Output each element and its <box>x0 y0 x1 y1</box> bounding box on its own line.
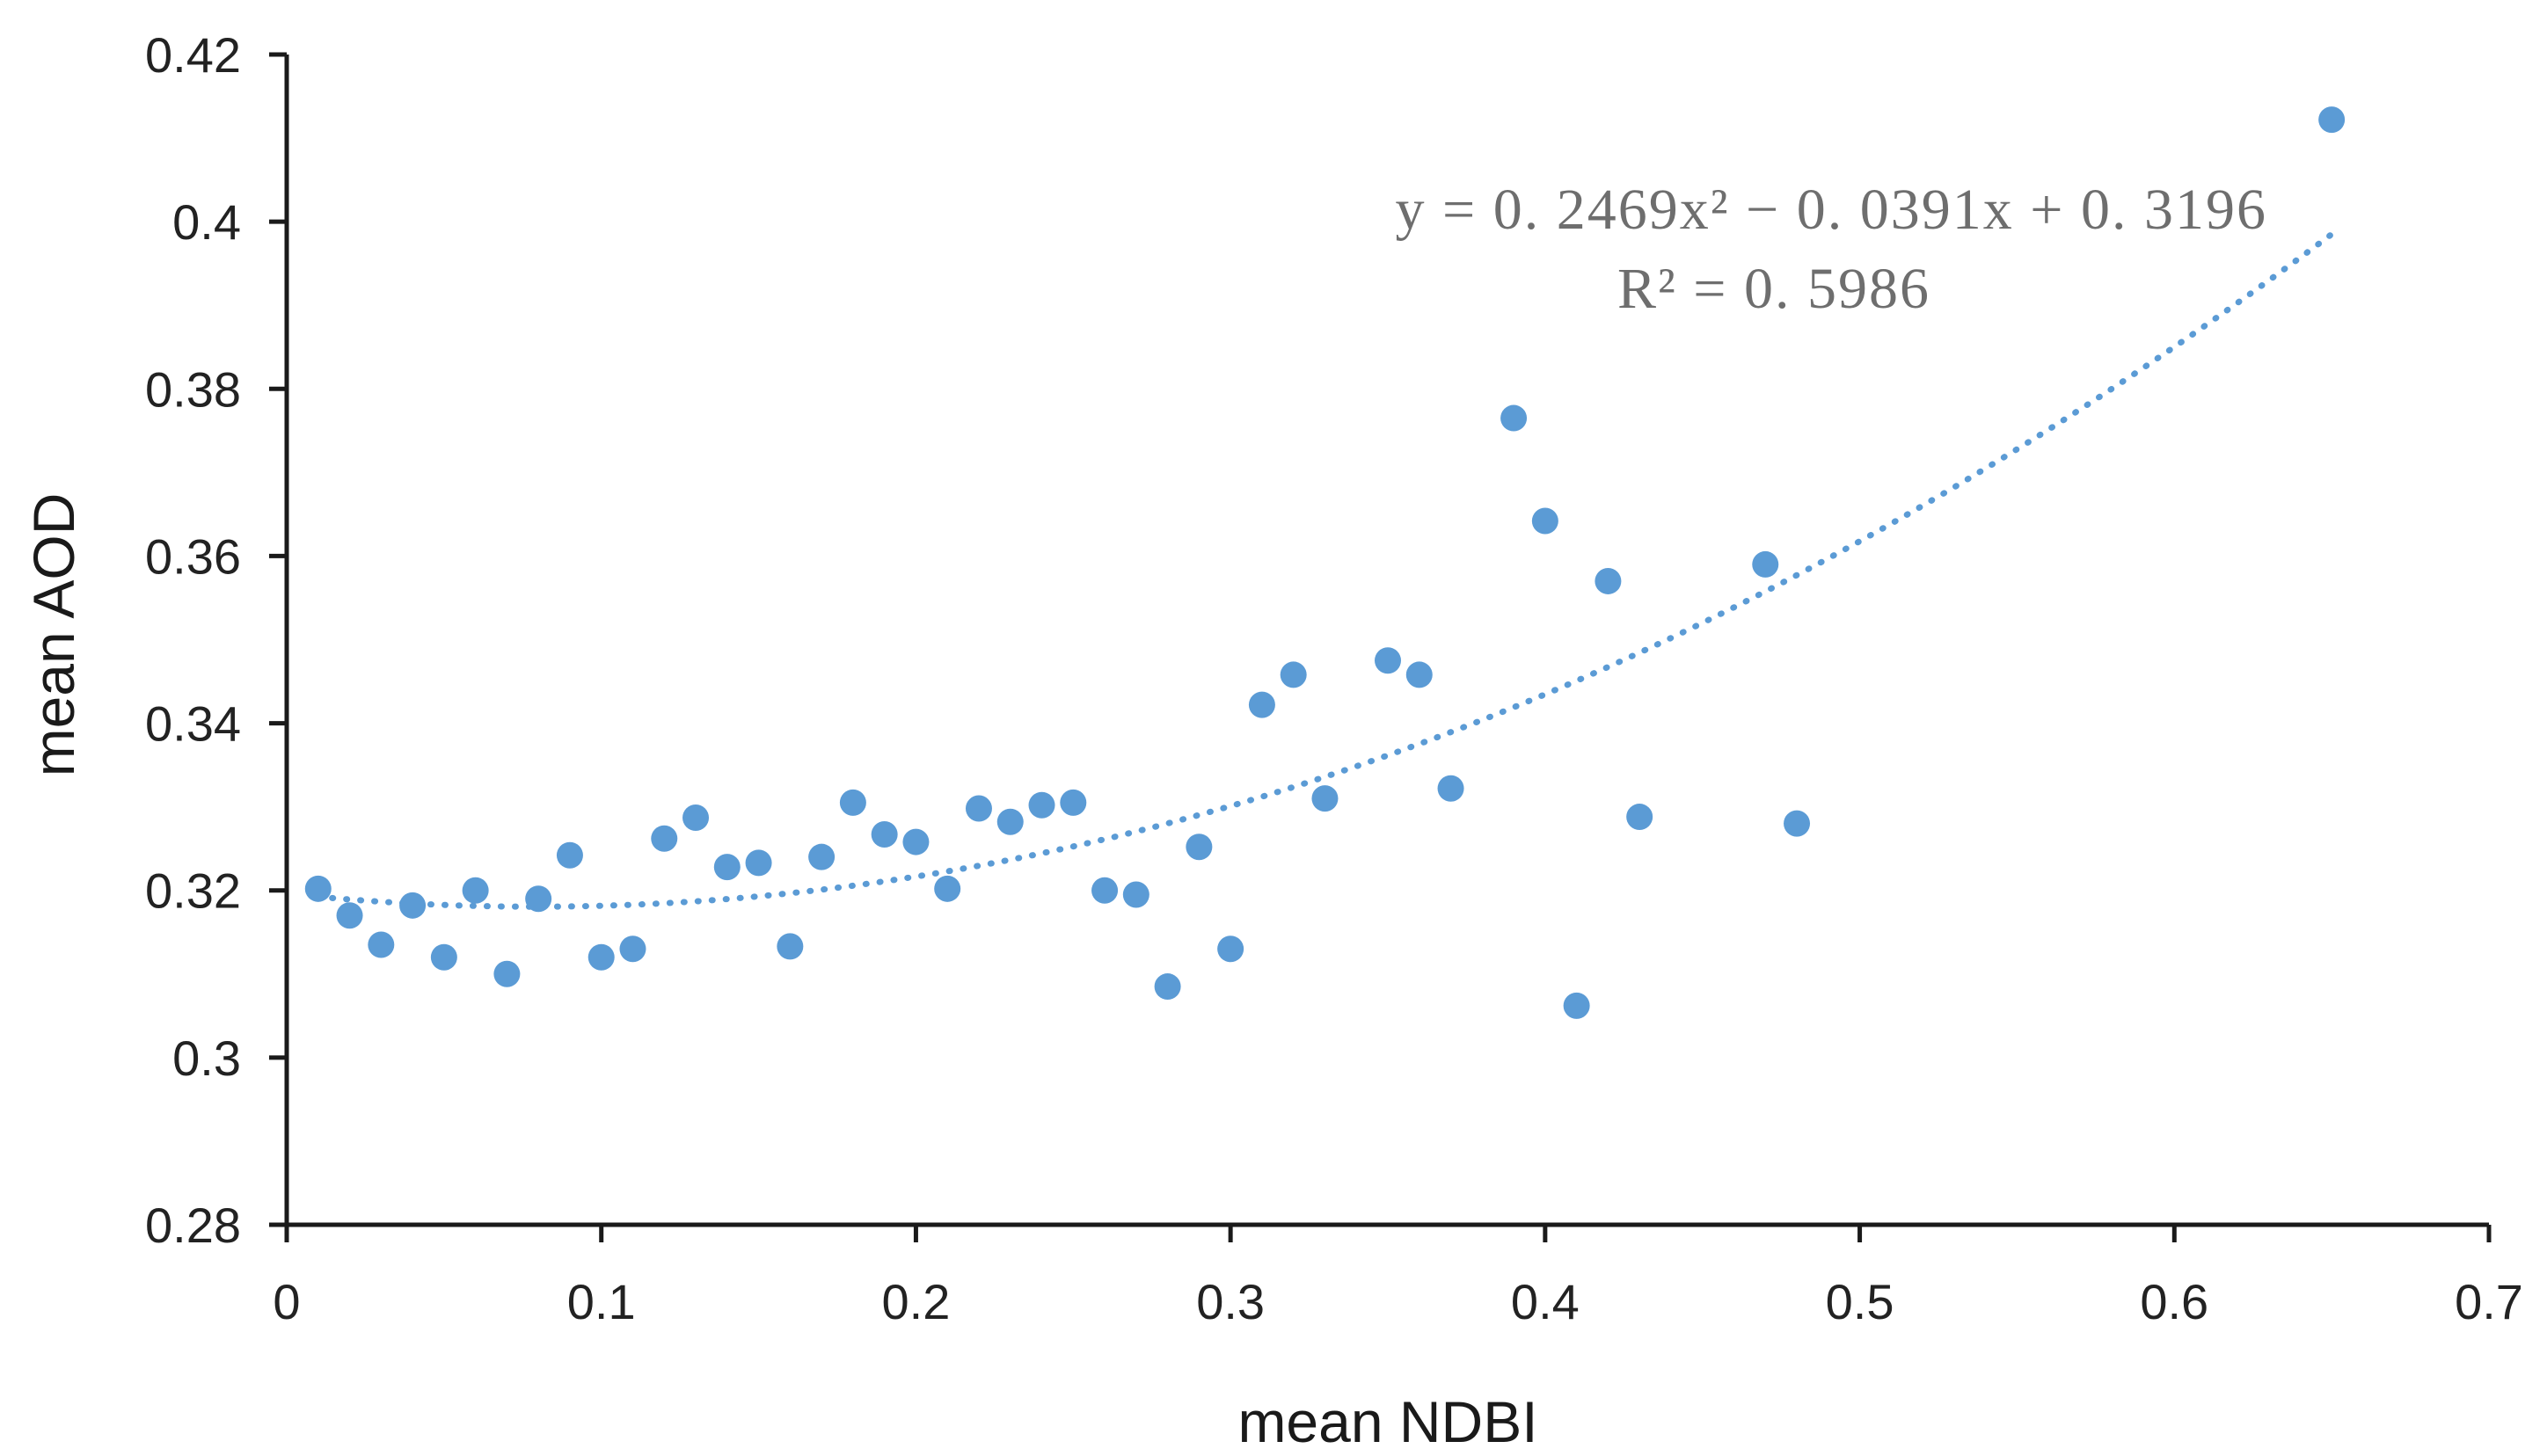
data-point <box>1500 404 1528 432</box>
data-point <box>1217 935 1244 963</box>
data-point <box>493 960 521 987</box>
y-tick-label: 0.4 <box>172 194 241 250</box>
data-point <box>682 804 710 832</box>
x-tick-label: 0.1 <box>567 1274 636 1329</box>
data-point <box>587 943 615 971</box>
trendline-r-squared: R² = 0. 5986 <box>1617 257 1930 321</box>
y-tick-label: 0.32 <box>145 863 241 919</box>
data-point <box>1405 661 1433 688</box>
data-point <box>902 828 930 855</box>
axes: 0.28 0.3 0.32 0.34 0.36 0.38 0.4 0.42 0 0.1 0.2 0.… <box>145 27 2523 1329</box>
data-point <box>934 875 961 902</box>
data-point <box>336 902 363 929</box>
data-point <box>1311 785 1339 812</box>
data-point <box>745 849 772 877</box>
trendline <box>315 230 2335 910</box>
data-point <box>1595 567 1622 594</box>
x-axis-title: mean NDBI <box>1237 1389 1537 1454</box>
y-tick-label: 0.34 <box>145 696 241 752</box>
y-tick-label: 0.42 <box>145 27 241 83</box>
data-point <box>871 821 898 848</box>
y-ticks: 0.28 0.3 0.32 0.34 0.36 0.38 0.4 0.42 <box>145 27 287 1253</box>
x-tick-label: 0.2 <box>881 1274 950 1329</box>
data-point <box>462 877 489 904</box>
data-point <box>1060 789 1087 816</box>
data-point <box>619 935 646 963</box>
trendline-equation: y = 0. 2469x² − 0. 0391x + 0. 3196 <box>1396 178 2267 242</box>
data-point <box>965 795 992 822</box>
data-point <box>1154 973 1181 1001</box>
data-point <box>430 943 457 971</box>
x-tick-label: 0.6 <box>2140 1274 2208 1329</box>
y-axis-title: mean AOD <box>21 493 86 777</box>
data-points <box>304 106 2346 1019</box>
data-point <box>839 789 866 816</box>
data-point <box>399 892 427 919</box>
data-point <box>1531 507 1558 535</box>
x-tick-label: 0.4 <box>1511 1274 1580 1329</box>
data-point <box>525 885 552 913</box>
y-tick-label: 0.3 <box>172 1030 241 1086</box>
data-point <box>1626 804 1653 831</box>
data-point <box>808 843 836 870</box>
data-point <box>777 933 804 960</box>
data-point <box>1752 550 1779 578</box>
data-point <box>1280 661 1307 688</box>
data-point <box>1563 992 1590 1019</box>
data-point <box>368 931 395 958</box>
y-tick-label: 0.36 <box>145 528 241 584</box>
x-tick-label: 0.7 <box>2455 1274 2523 1329</box>
x-tick-label: 0 <box>273 1274 300 1329</box>
data-point <box>1028 791 1055 819</box>
data-point <box>1437 775 1464 802</box>
data-point <box>996 808 1024 835</box>
x-tick-label: 0.3 <box>1196 1274 1265 1329</box>
data-point <box>1784 810 1811 837</box>
data-point <box>651 825 678 852</box>
data-point <box>1186 834 1213 861</box>
data-point <box>556 841 583 869</box>
data-point <box>713 854 741 881</box>
y-tick-label: 0.28 <box>145 1198 241 1253</box>
data-point <box>1375 647 1401 674</box>
x-ticks: 0 0.1 0.2 0.3 0.4 0.5 0.6 0.7 <box>273 1225 2523 1329</box>
x-tick-label: 0.5 <box>1826 1274 1894 1329</box>
data-point <box>1248 691 1275 718</box>
data-point <box>304 875 332 902</box>
y-tick-label: 0.38 <box>145 361 241 417</box>
data-point <box>2318 106 2346 134</box>
data-point <box>1122 881 1149 908</box>
data-point <box>1091 877 1119 904</box>
